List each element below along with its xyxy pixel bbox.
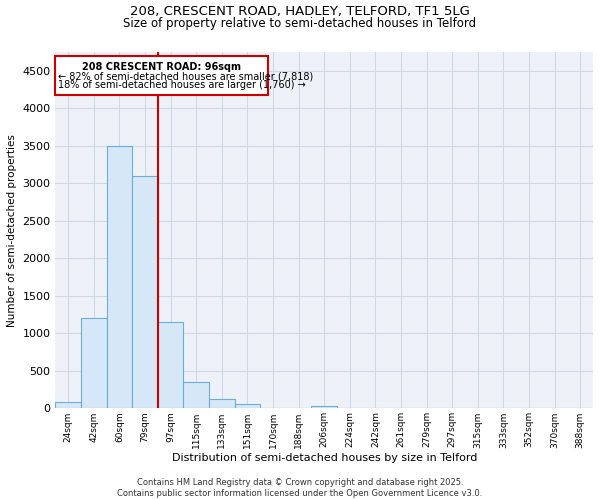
Bar xyxy=(209,400,235,408)
Text: 208 CRESCENT ROAD: 96sqm: 208 CRESCENT ROAD: 96sqm xyxy=(82,62,241,72)
Text: Contains HM Land Registry data © Crown copyright and database right 2025.
Contai: Contains HM Land Registry data © Crown c… xyxy=(118,478,482,498)
Bar xyxy=(107,146,132,408)
Text: 208, CRESCENT ROAD, HADLEY, TELFORD, TF1 5LG: 208, CRESCENT ROAD, HADLEY, TELFORD, TF1… xyxy=(130,5,470,18)
Bar xyxy=(235,404,260,408)
Bar xyxy=(132,176,158,408)
Text: Size of property relative to semi-detached houses in Telford: Size of property relative to semi-detach… xyxy=(124,18,476,30)
Text: ← 82% of semi-detached houses are smaller (7,818): ← 82% of semi-detached houses are smalle… xyxy=(58,72,313,82)
Bar xyxy=(81,318,107,408)
Text: 18% of semi-detached houses are larger (1,760) →: 18% of semi-detached houses are larger (… xyxy=(58,80,306,90)
Bar xyxy=(184,382,209,408)
Bar xyxy=(311,406,337,408)
Bar xyxy=(55,402,81,408)
Bar xyxy=(158,322,184,408)
X-axis label: Distribution of semi-detached houses by size in Telford: Distribution of semi-detached houses by … xyxy=(172,453,477,463)
FancyBboxPatch shape xyxy=(55,56,268,94)
Y-axis label: Number of semi-detached properties: Number of semi-detached properties xyxy=(7,134,17,326)
